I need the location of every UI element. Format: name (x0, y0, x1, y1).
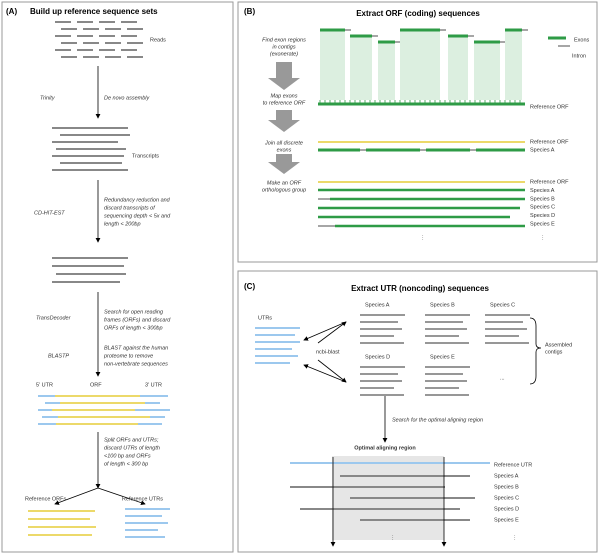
panel-label: (B) (244, 7, 255, 16)
mapping-band (448, 36, 468, 100)
label: Find exon regions (262, 37, 306, 43)
label: UTRs (258, 315, 272, 321)
panel-label: (C) (244, 282, 255, 291)
arrow (303, 364, 347, 383)
panel-a-box (1, 1, 234, 553)
label: Reference ORF (530, 179, 569, 185)
label: ⋮ (390, 535, 396, 541)
label: CD-HIT-EST (34, 210, 65, 216)
label: De novo assembly (104, 95, 150, 101)
label: discard transcripts of (104, 205, 155, 211)
label: discard UTRs of length (104, 445, 160, 451)
panel-title: Extract UTR (noncoding) sequences (351, 284, 489, 293)
label: Reference UTR (494, 462, 532, 468)
label: Reference ORF (530, 104, 569, 110)
label: Species C (490, 302, 515, 308)
label: ORFs of length < 300bp (104, 325, 163, 331)
label: Transcripts (132, 153, 159, 159)
label: ⋮ (420, 235, 426, 241)
mapping-band (350, 36, 372, 100)
label: 5' UTR (36, 382, 53, 388)
arrow (54, 487, 99, 505)
label: Species A (530, 147, 555, 153)
label: ⋮ (512, 535, 518, 541)
label: Species C (494, 495, 519, 501)
label: Species B (494, 484, 519, 490)
label: Species B (530, 196, 555, 202)
panel-b-box (237, 1, 598, 263)
label: Species E (494, 517, 519, 523)
label: non-vertebrate sequences (104, 361, 168, 367)
label: in contigs (272, 44, 295, 50)
label: Search for open reading (104, 309, 164, 315)
label: Reference ORF (530, 139, 569, 145)
label: Exons (574, 37, 590, 43)
label: Species B (430, 302, 455, 308)
step-arrow (268, 154, 300, 174)
arrow (303, 321, 347, 341)
label: sequencing depth < 5x and (104, 213, 171, 219)
label: TransDecoder (36, 315, 72, 321)
step-arrow (268, 62, 300, 90)
arrow (317, 359, 347, 383)
label: Trinity (40, 95, 56, 101)
label: BLASTP (48, 353, 69, 359)
arrow (317, 321, 347, 344)
label: to reference ORF (263, 100, 306, 106)
brace (529, 317, 542, 385)
label: (exonerate) (270, 51, 298, 57)
arrow (97, 487, 146, 505)
label: ... (500, 375, 505, 381)
label: Species D (530, 213, 555, 219)
label: contigs (545, 349, 563, 355)
mapping-band (378, 42, 395, 100)
label: Species A (530, 188, 555, 194)
label: Search for the optimal aligning region (392, 417, 483, 423)
label: Species C (530, 205, 555, 211)
mapping-band (320, 30, 345, 100)
label: Species D (365, 354, 390, 360)
label: Reference UTRs (122, 496, 163, 502)
label: Species E (430, 354, 455, 360)
label: Assembled (545, 342, 572, 348)
label: of length < 300 bp (104, 461, 148, 467)
label: frames (ORFs) and discard (104, 317, 171, 323)
label: BLAST against the human (104, 345, 168, 351)
label: proteome to remove (103, 353, 153, 359)
label: Split ORFs and UTRs; (104, 437, 159, 443)
label: Intron (572, 53, 586, 59)
label: orthologous group (262, 187, 306, 193)
label: Redundancy reduction and (104, 197, 171, 203)
label: <100 bp and ORFs (104, 453, 151, 459)
label: Species A (494, 473, 519, 479)
panel-c-box (237, 270, 598, 553)
mapping-band (474, 42, 500, 100)
label: ORF (90, 382, 102, 388)
label: Join all discrete (264, 140, 303, 146)
label: Species E (530, 221, 555, 227)
panel-title: Build up reference sequence sets (30, 7, 158, 16)
label: Map exons (271, 93, 298, 99)
label: ncbi-blast (316, 349, 340, 355)
mapping-band (505, 30, 522, 100)
step-arrow (268, 110, 300, 132)
label: 3' UTR (145, 382, 162, 388)
label: ⋮ (540, 235, 546, 241)
label: length < 200bp (104, 221, 141, 227)
mapping-band (400, 30, 440, 100)
panel-label: (A) (6, 7, 17, 16)
label: Reference ORFs (25, 496, 67, 502)
label: Species A (365, 302, 390, 308)
label: Species D (494, 506, 519, 512)
label: Make an ORF (267, 180, 302, 186)
label: exons (277, 147, 292, 153)
label: Optimal aligning region (354, 445, 416, 451)
panel-title: Extract ORF (coding) sequences (356, 9, 480, 18)
label: Reads (150, 37, 166, 43)
